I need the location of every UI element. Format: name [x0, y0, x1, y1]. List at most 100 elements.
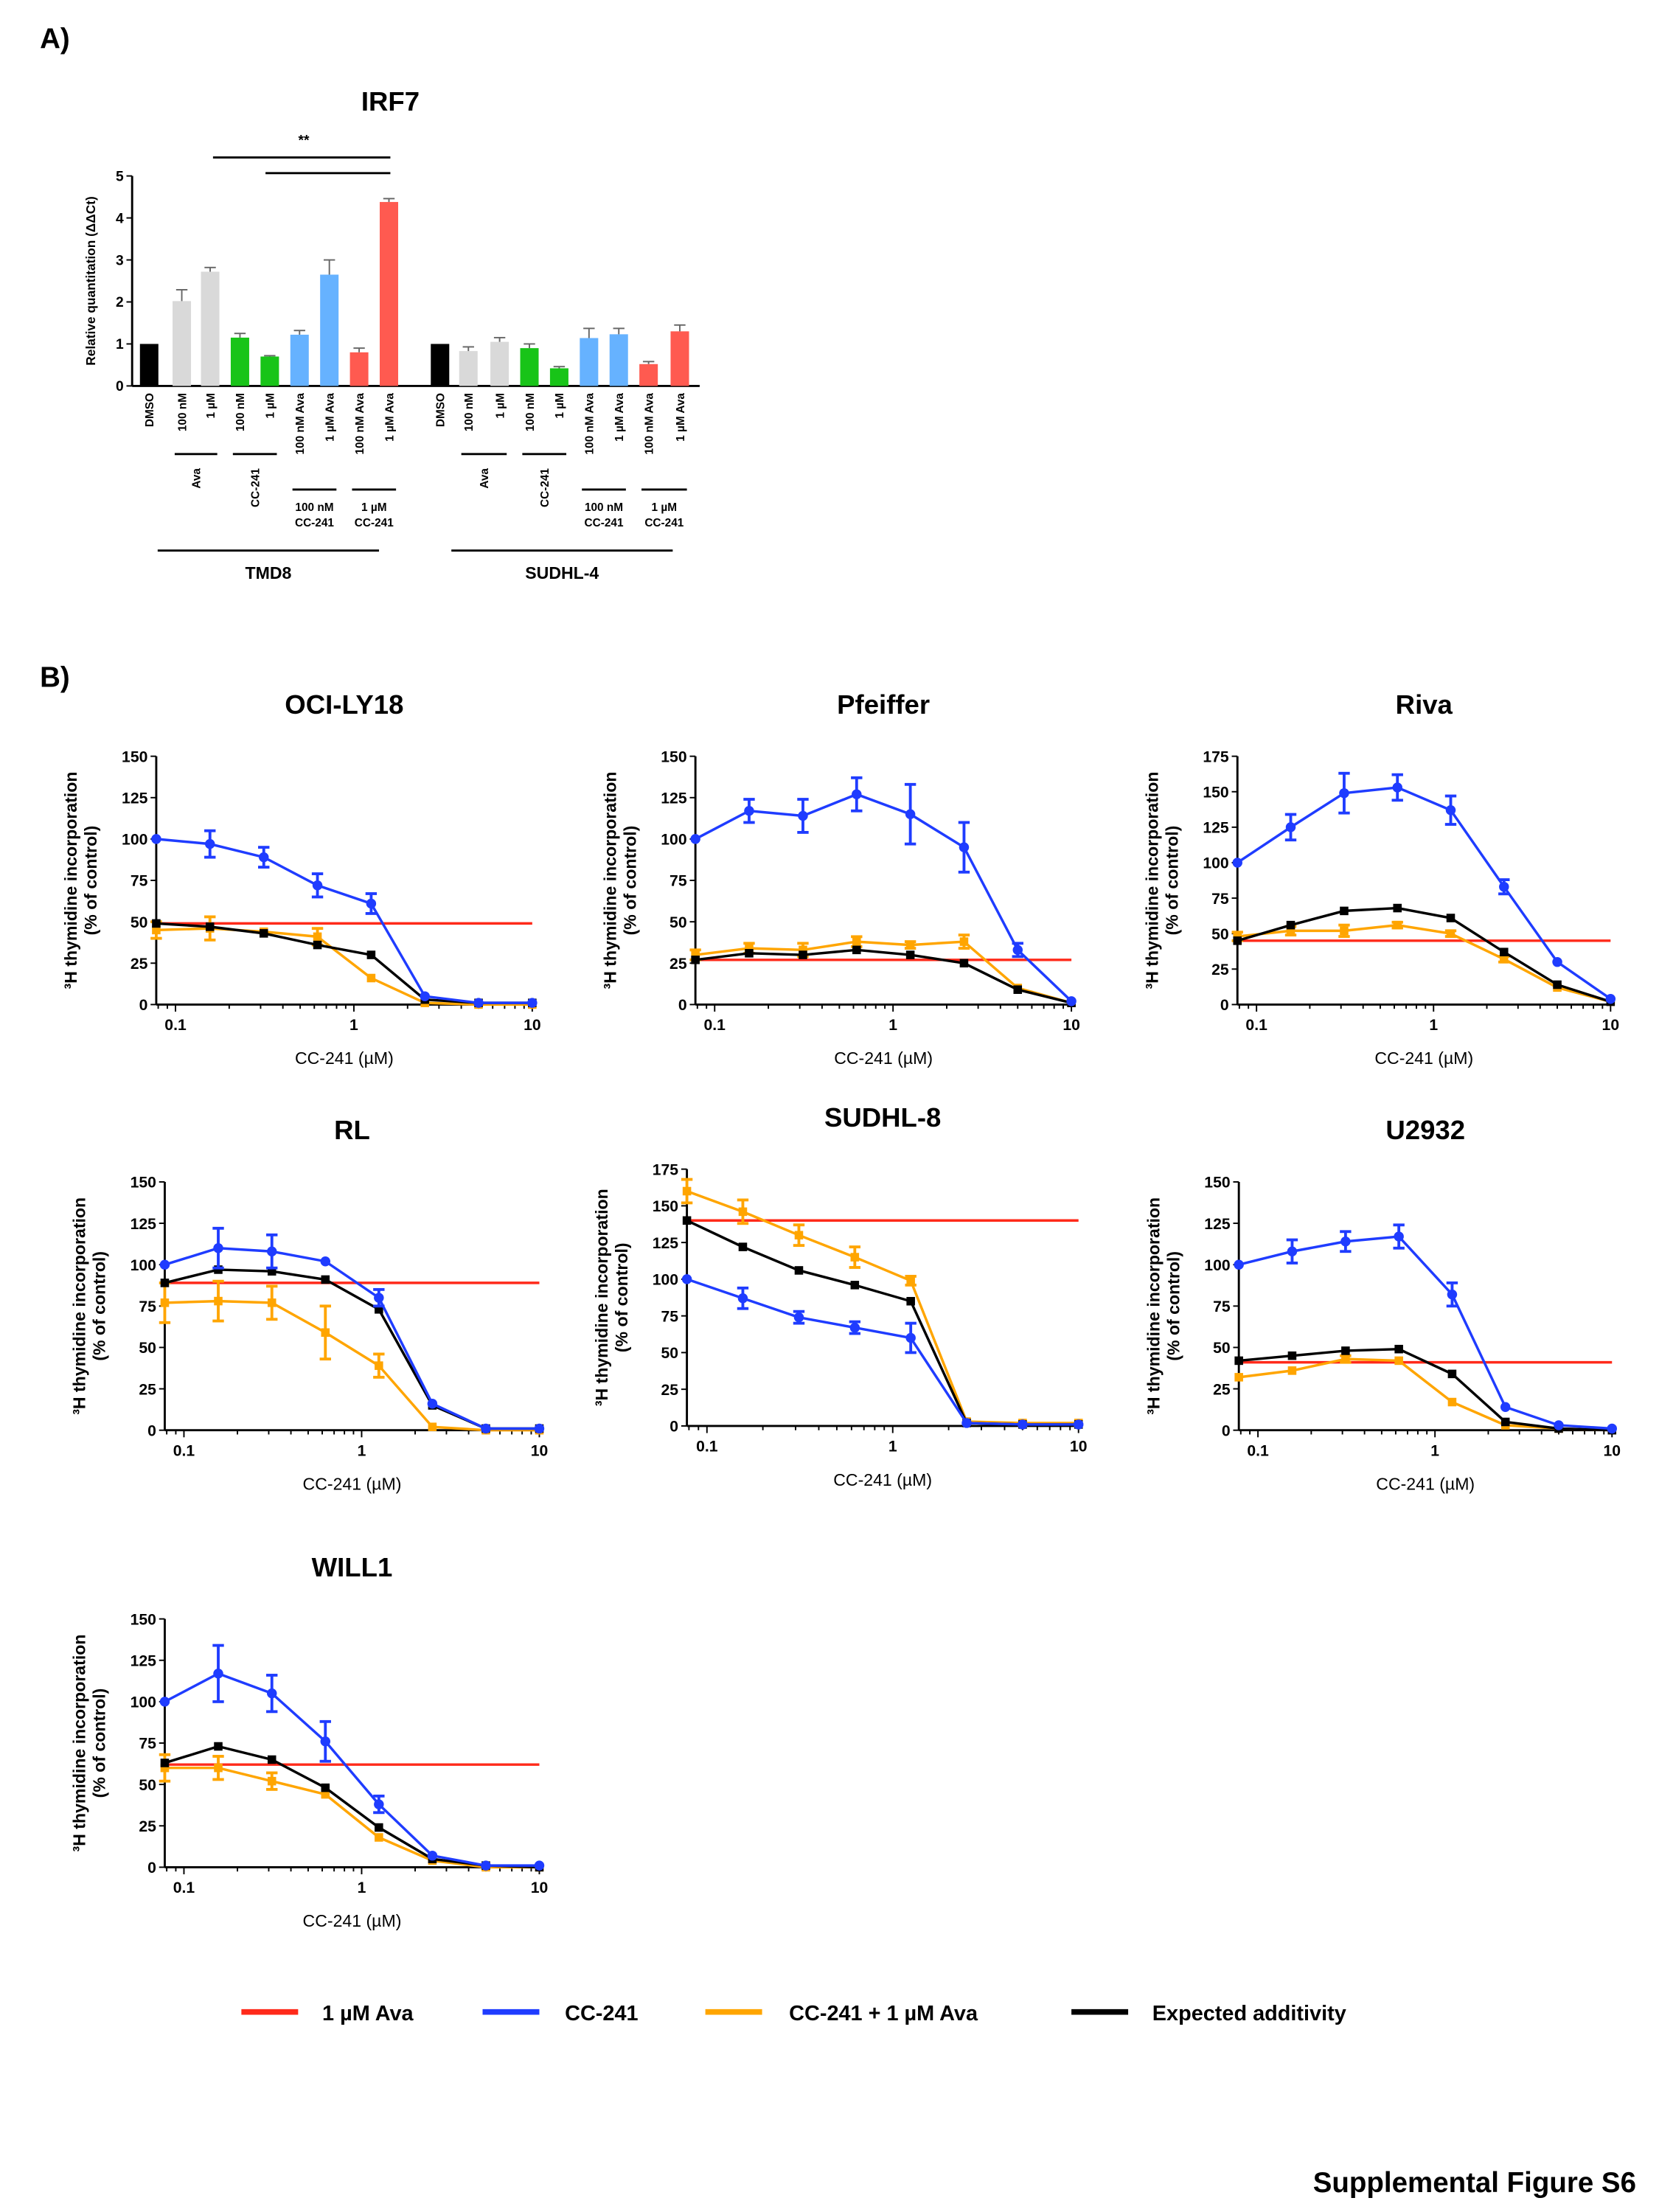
legend-label: 1 µM Ava: [322, 2002, 414, 2025]
x-tick-label: 1: [1430, 1442, 1439, 1459]
series-line: [686, 1189, 1079, 1425]
panel-label-b: B): [40, 661, 70, 693]
data-point: [1447, 1397, 1457, 1407]
data-point: [745, 944, 754, 953]
data-point: [427, 1399, 438, 1409]
x-tick-label: 0.1: [164, 1017, 187, 1034]
chart-title: U2932: [1385, 1115, 1465, 1145]
y-axis-label: (% of control): [1164, 1251, 1183, 1361]
data-point: [738, 1242, 748, 1251]
data-point: [745, 949, 754, 958]
data-point: [1341, 1354, 1350, 1363]
subgroup-label: CC-241: [295, 517, 334, 529]
x-tick-label: 0.1: [173, 1442, 195, 1459]
x-tick-label: 10: [1602, 1017, 1620, 1034]
data-point: [1066, 996, 1077, 1006]
data-point: [1447, 1369, 1457, 1379]
data-point: [905, 809, 916, 819]
bar-tick-label: 1 µM: [265, 393, 277, 419]
bar: [431, 344, 450, 386]
bar-tick-label: 100 nM: [234, 393, 247, 431]
data-point: [1394, 1231, 1404, 1242]
subgroup-label: Ava: [191, 468, 204, 489]
data-point: [1605, 993, 1616, 1004]
y-tick-label: 50: [1211, 926, 1229, 943]
data-point: [738, 1207, 748, 1217]
data-point: [744, 806, 754, 816]
data-point: [1286, 920, 1295, 930]
data-point: [737, 1293, 748, 1304]
data-point: [321, 1275, 330, 1284]
chart-title: RL: [334, 1115, 370, 1145]
data-point: [214, 1296, 223, 1306]
bar: [139, 344, 159, 386]
x-tick-label: 10: [524, 1017, 541, 1034]
series-line: [695, 948, 1072, 1004]
data-point: [1018, 1419, 1028, 1430]
line-chart-oci-ly18: OCI-LY18 0 25 50 75 100 125 150 0.1 1 10 CC-241 (µM…: [61, 689, 540, 1068]
data-point: [852, 937, 861, 946]
y-tick-label: 125: [131, 1216, 157, 1233]
x-axis-label: CC-241 (µM): [833, 1470, 932, 1489]
bar-tick-label: 1 µM Ava: [324, 393, 336, 442]
series-line: [686, 1278, 1079, 1426]
y-tick-label: 125: [653, 1235, 679, 1252]
x-tick-label: 0.1: [173, 1879, 195, 1896]
data-point: [473, 998, 484, 1008]
y-tick-label: 100: [653, 1272, 678, 1289]
y-tick-label: 75: [139, 1298, 156, 1315]
y-axis-label: ³H thymidine incorporation: [600, 772, 619, 990]
data-point: [152, 925, 161, 935]
y-axis-label: ³H thymidine incorporation: [70, 1635, 89, 1852]
data-point: [152, 919, 161, 928]
data-point: [375, 1823, 383, 1832]
y-axis-label: (% of control): [90, 1688, 109, 1798]
data-point: [258, 852, 269, 863]
data-point: [214, 1265, 223, 1274]
data-point: [1500, 1417, 1510, 1427]
data-point: [481, 1423, 491, 1434]
bar: [459, 351, 478, 386]
bar: [290, 334, 309, 386]
data-point: [1499, 881, 1509, 892]
data-point: [681, 1274, 692, 1284]
y-tick-label: 75: [669, 873, 687, 890]
series-line: [1237, 923, 1611, 1004]
bar-tick-label: 100 nM Ava: [643, 393, 655, 455]
x-axis-label: CC-241 (µM): [834, 1048, 933, 1068]
x-tick-label: 0.1: [1247, 1442, 1269, 1459]
y-tick-label: 75: [661, 1308, 679, 1325]
y-tick-label: 50: [669, 914, 687, 931]
bar-tick-label: 100 nM: [176, 393, 189, 431]
series-line: [164, 1299, 540, 1432]
data-point: [1013, 985, 1023, 994]
bar: [490, 341, 509, 386]
data-point: [266, 1246, 277, 1256]
data-point: [1234, 1259, 1244, 1270]
y-axis-label: Relative quantitation (ΔΔCt): [83, 196, 98, 366]
y-tick-label: 0: [147, 1422, 156, 1439]
data-point: [427, 1850, 438, 1861]
data-point: [1552, 956, 1562, 967]
data-point: [906, 1296, 915, 1306]
series-line: [156, 922, 532, 1004]
y-tick-label: 150: [131, 1175, 156, 1192]
legend-label: CC-241: [565, 2002, 638, 2025]
data-point: [160, 1279, 170, 1287]
y-axis-label: (% of control): [81, 826, 100, 936]
chart-title: WILL1: [312, 1552, 393, 1582]
y-tick-label: 25: [139, 1381, 156, 1398]
y-tick-label: 100: [1203, 855, 1228, 872]
data-point: [690, 834, 700, 844]
subgroup-label: 1 µM: [361, 501, 387, 514]
data-point: [159, 1259, 170, 1270]
data-point: [682, 1186, 692, 1196]
bar-tick-label: 1 µM: [205, 393, 218, 419]
y-axis-label: (% of control): [90, 1251, 109, 1361]
series-line: [695, 793, 1073, 1003]
subgroup-label: CC-241: [355, 517, 394, 529]
data-point: [1446, 929, 1455, 938]
data-point: [375, 1305, 383, 1314]
data-point: [160, 1759, 170, 1767]
bar-tick-label: 100 nM: [463, 393, 476, 431]
